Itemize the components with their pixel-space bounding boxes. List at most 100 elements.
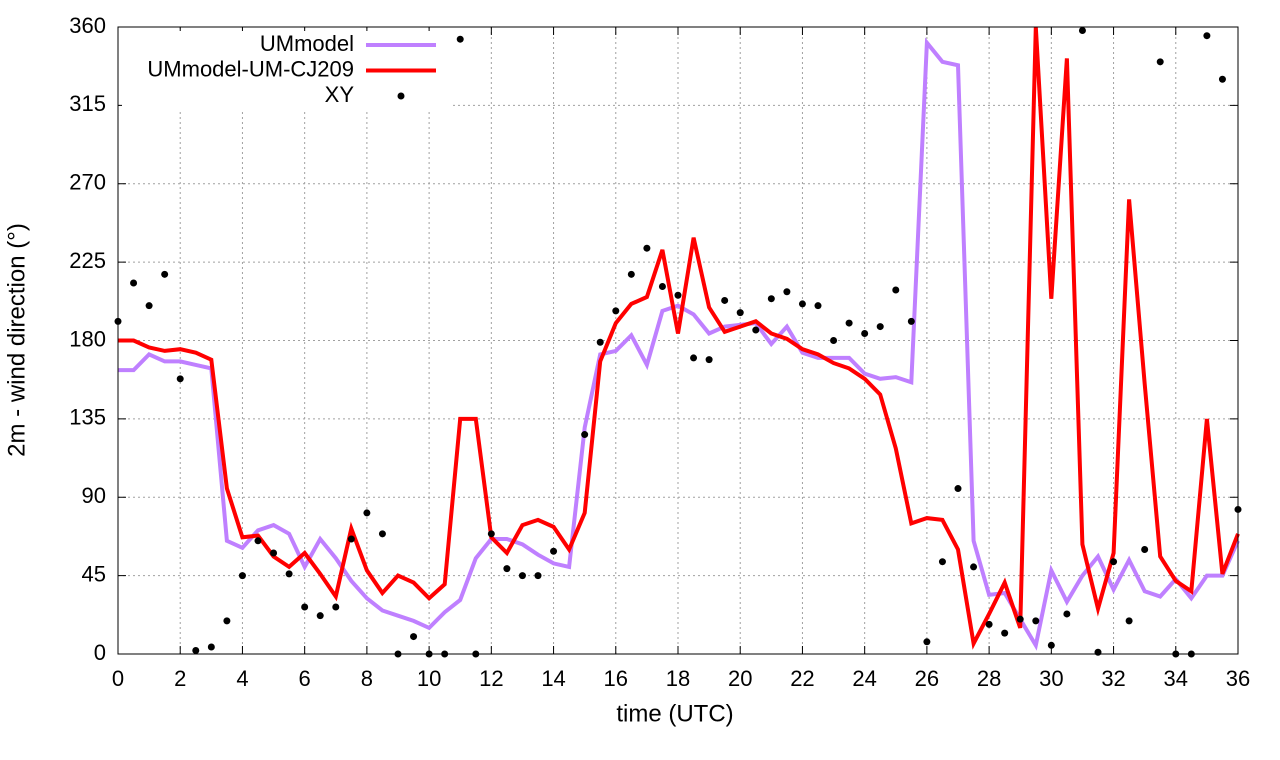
x-tick-label: 6 (299, 666, 311, 691)
data-point (1016, 615, 1024, 623)
data-point (1141, 546, 1149, 553)
data-point (783, 288, 791, 296)
x-tick-label: 24 (852, 666, 876, 691)
y-tick-label: 45 (82, 561, 106, 586)
x-tick-label: 36 (1226, 666, 1250, 691)
data-point (316, 612, 324, 620)
data-point (347, 535, 355, 543)
data-point (596, 338, 604, 346)
data-point (410, 633, 418, 641)
data-point (223, 617, 231, 625)
data-point (830, 337, 838, 344)
x-tick-label: 32 (1101, 666, 1125, 691)
data-point (176, 375, 184, 383)
data-point (954, 485, 962, 493)
x-tick-label: 30 (1039, 666, 1063, 691)
x-tick-label: 16 (604, 666, 628, 691)
x-axis-label: time (UTC) (616, 700, 733, 727)
data-point (550, 547, 558, 555)
x-tick-label: 8 (361, 666, 373, 691)
data-point (721, 296, 729, 304)
data-point (1110, 558, 1118, 566)
data-point (1047, 641, 1055, 649)
x-tick-label: 12 (479, 666, 503, 691)
data-point (1203, 32, 1211, 40)
x-tick-label: 28 (977, 666, 1001, 691)
y-axis-label: 2m - wind direction (°) (3, 223, 30, 457)
data-point (1063, 610, 1071, 618)
data-point (363, 509, 371, 517)
x-tick-label: 26 (915, 666, 939, 691)
data-point (923, 638, 931, 646)
data-point (238, 572, 246, 580)
legend-label: UMmodel-UM-CJ209 (147, 56, 354, 81)
series-line (118, 26, 1240, 650)
data-point (130, 279, 138, 287)
data-point (581, 431, 589, 439)
data-point (1218, 75, 1226, 83)
data-point (1032, 617, 1040, 625)
y-tick-label: 360 (69, 13, 106, 38)
plot-frame (117, 26, 1239, 655)
y-tick-label: 180 (69, 326, 106, 351)
x-tick-label: 0 (112, 666, 124, 691)
data-point (1156, 58, 1164, 66)
data-point (332, 603, 340, 611)
data-point (892, 286, 900, 294)
data-point (503, 565, 511, 573)
data-point (378, 530, 386, 538)
legend-marker (397, 92, 405, 100)
y-tick-label: 225 (69, 248, 106, 273)
legend-label: XY (325, 82, 355, 107)
x-tick-label: 10 (417, 666, 441, 691)
x-tick-label: 20 (728, 666, 752, 691)
data-point (736, 309, 744, 317)
data-point (1078, 26, 1086, 34)
data-point (254, 537, 262, 545)
data-point (1001, 629, 1009, 637)
data-point (845, 319, 853, 327)
data-point (752, 326, 760, 334)
data-point (767, 295, 775, 303)
data-point (534, 572, 542, 580)
data-point (518, 572, 526, 580)
data-point (627, 270, 635, 278)
data-point (1125, 617, 1133, 625)
data-point (658, 283, 666, 291)
data-point (161, 270, 169, 278)
data-point (798, 300, 806, 308)
data-point (301, 603, 309, 611)
data-point (270, 549, 278, 557)
data-point (876, 323, 884, 331)
y-tick-label: 90 (82, 483, 106, 508)
data-point (985, 620, 993, 628)
data-point (207, 643, 215, 651)
x-tick-label: 4 (236, 666, 248, 691)
y-tick-label: 135 (69, 405, 106, 430)
data-point (907, 317, 915, 325)
legend-label: UMmodel (260, 31, 354, 56)
data-point (456, 35, 464, 43)
data-point (814, 302, 822, 310)
x-tick-label: 14 (541, 666, 565, 691)
data-point (285, 570, 293, 578)
x-tick-label: 2 (174, 666, 186, 691)
data-point (938, 558, 946, 566)
data-point (1094, 648, 1102, 656)
x-tick-label: 22 (790, 666, 814, 691)
data-point (705, 356, 713, 364)
data-point (487, 530, 495, 538)
data-point (612, 307, 620, 315)
x-tick-label: 18 (666, 666, 690, 691)
y-tick-label: 270 (69, 170, 106, 195)
y-tick-label: 315 (69, 91, 106, 116)
data-point (861, 330, 869, 338)
x-tick-label: 34 (1164, 666, 1188, 691)
y-tick-label: 0 (94, 640, 106, 665)
data-point (970, 563, 978, 571)
data-point (192, 647, 200, 655)
data-point (674, 291, 682, 299)
data-point (643, 244, 651, 252)
data-point (690, 354, 698, 362)
